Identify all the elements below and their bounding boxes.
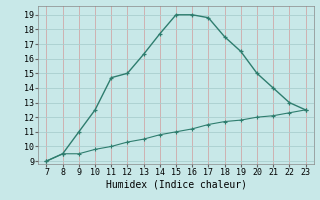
- X-axis label: Humidex (Indice chaleur): Humidex (Indice chaleur): [106, 180, 246, 190]
